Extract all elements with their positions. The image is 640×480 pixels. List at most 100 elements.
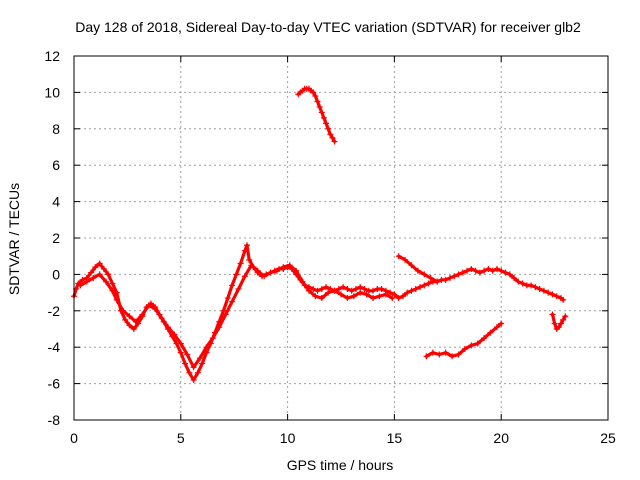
- chart-title: Day 128 of 2018, Sidereal Day-to-day VTE…: [75, 19, 581, 35]
- data-point: [399, 293, 406, 300]
- data-point: [177, 349, 184, 356]
- data-point: [83, 278, 90, 285]
- data-point: [391, 291, 398, 298]
- data-point: [130, 326, 137, 332]
- y-tick-label: 8: [52, 121, 60, 137]
- data-point: [378, 285, 385, 292]
- data-point: [186, 369, 193, 376]
- data-point: [481, 335, 488, 342]
- data-point: [429, 349, 436, 356]
- data-point: [100, 265, 107, 272]
- data-point: [139, 311, 146, 318]
- data-point: [408, 287, 415, 294]
- data-point: [182, 360, 189, 367]
- data-point: [376, 293, 383, 300]
- data-point: [348, 287, 355, 294]
- y-tick-label: -4: [48, 339, 61, 355]
- data-point: [323, 284, 330, 291]
- y-tick-label: 12: [44, 48, 60, 64]
- data-point: [224, 295, 231, 302]
- data-point: [449, 353, 456, 360]
- data-point: [425, 280, 432, 287]
- data-point: [540, 287, 547, 294]
- data-point: [120, 307, 127, 314]
- data-point: [427, 275, 434, 282]
- data-point: [423, 353, 430, 360]
- data-point: [344, 285, 351, 292]
- data-point: [171, 331, 178, 338]
- data-point: [318, 285, 325, 292]
- data-point: [493, 324, 500, 331]
- data-point: [229, 298, 236, 305]
- data-point: [551, 320, 558, 327]
- data-point: [233, 271, 240, 278]
- data-point: [370, 287, 377, 294]
- data-point: [545, 289, 552, 296]
- data-point: [434, 278, 441, 285]
- data-point: [103, 278, 110, 285]
- data-point: [536, 285, 543, 292]
- data-point: [395, 253, 402, 260]
- series-late-arc: [549, 311, 569, 332]
- data-point: [280, 264, 287, 271]
- y-tick-label: -6: [48, 376, 61, 392]
- data-point: [489, 267, 496, 274]
- data-point: [323, 120, 330, 127]
- data-point: [77, 282, 84, 289]
- data-point: [329, 134, 336, 141]
- data-point: [357, 289, 364, 296]
- data-point: [461, 346, 468, 353]
- data-point: [314, 287, 321, 294]
- data-point: [79, 276, 86, 283]
- data-point: [468, 342, 475, 349]
- data-point: [344, 295, 351, 302]
- data-point: [267, 269, 274, 276]
- data-point: [293, 267, 300, 274]
- y-tick-label: 6: [52, 157, 60, 173]
- series-lower-arc: [423, 320, 505, 360]
- x-tick-label: 0: [70, 430, 78, 446]
- data-point: [555, 324, 562, 331]
- series-trace: [78, 263, 394, 369]
- data-point: [316, 103, 323, 110]
- data-point: [229, 282, 236, 289]
- data-point: [421, 271, 428, 278]
- data-point: [109, 287, 116, 294]
- data-point: [109, 280, 116, 287]
- data-point: [310, 89, 317, 96]
- y-tick-label: -2: [48, 303, 61, 319]
- data-point: [310, 285, 317, 292]
- data-point: [194, 369, 201, 376]
- data-point: [515, 278, 522, 285]
- data-point: [502, 269, 509, 276]
- x-tick-label: 5: [177, 430, 185, 446]
- data-point: [203, 344, 210, 351]
- data-point: [382, 291, 389, 298]
- data-point: [338, 291, 344, 298]
- data-point: [96, 271, 103, 278]
- data-point: [352, 285, 359, 292]
- data-point: [248, 262, 255, 269]
- data-point: [560, 316, 567, 323]
- data-point: [199, 360, 206, 367]
- data-point: [436, 351, 443, 358]
- x-axis-ticks: 0 5 10 15 20 25: [70, 56, 616, 446]
- data-point: [474, 340, 481, 347]
- series-secondary: [77, 262, 396, 371]
- data-point: [327, 131, 334, 138]
- data-point: [464, 267, 471, 274]
- data-point: [235, 285, 242, 292]
- data-point: [417, 284, 424, 291]
- data-point: [506, 271, 513, 278]
- data-point: [164, 324, 171, 331]
- data-point: [395, 295, 402, 302]
- data-point: [446, 275, 453, 282]
- data-point: [216, 324, 223, 331]
- data-point: [357, 284, 364, 291]
- data-point: [421, 282, 428, 289]
- data-point: [553, 293, 560, 300]
- data-point: [404, 289, 411, 296]
- data-point: [558, 320, 565, 327]
- data-point: [197, 355, 204, 362]
- data-point: [190, 376, 197, 383]
